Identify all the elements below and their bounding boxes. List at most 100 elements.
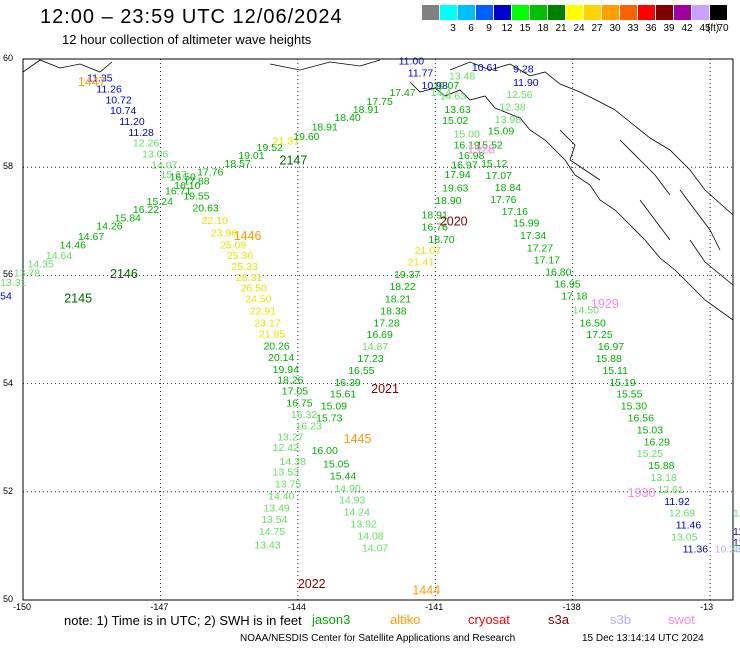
wave-height-value: 10.74 xyxy=(110,105,136,117)
wave-height-value: 17.75 xyxy=(367,96,393,108)
wave-height-value: 15.52 xyxy=(476,139,502,151)
wave-height-value: 24.50 xyxy=(245,293,271,305)
wave-height-value: 16.23 xyxy=(296,421,322,433)
wave-height-value: 14.46 xyxy=(60,239,86,251)
legend-swatch xyxy=(458,5,475,20)
wave-height-value: 18.91 xyxy=(353,104,379,116)
legend-label: 9 xyxy=(486,23,492,34)
wave-height-value: 20.63 xyxy=(192,203,218,215)
wave-height-value: 15.73 xyxy=(316,412,342,424)
map-frame xyxy=(22,58,734,601)
wave-height-value: 25.33 xyxy=(231,261,257,273)
wave-height-value: 20.14 xyxy=(268,352,294,364)
pass-time-label: 2147 xyxy=(280,153,308,167)
wave-height-value: 16.56 xyxy=(628,412,654,424)
wave-height-value: 15.88 xyxy=(648,460,674,472)
pass-time-label: 1446 xyxy=(234,229,262,243)
wave-height-value: 11.90 xyxy=(513,77,539,89)
wave-height-value: 15.61 xyxy=(330,389,356,401)
wave-height-value: 13.92 xyxy=(351,519,377,531)
legend-swatch xyxy=(602,5,619,20)
footer-note: note: 1) Time is in UTC; 2) SWH is in fe… xyxy=(64,613,302,628)
satellite-name: swot xyxy=(668,612,695,627)
wave-height-value: 16.19 xyxy=(454,139,480,151)
wave-height-value: 17.34 xyxy=(520,230,546,242)
footer-timestamp: 15 Dec 13:14:14 UTC 2024 xyxy=(582,633,704,644)
pass-time-label: 1447 xyxy=(78,75,106,89)
wave-height-value: 14.26 xyxy=(96,220,122,232)
wave-height-value: 17.23 xyxy=(357,353,383,365)
wave-height-value: 13.53 xyxy=(273,467,299,479)
wave-height-value: 15.12 xyxy=(481,158,507,170)
wave-height-value: 15.00 xyxy=(454,128,480,140)
wave-height-value: 13.31 xyxy=(0,277,26,289)
legend-swatch xyxy=(422,5,439,20)
wave-height-value: 15.84 xyxy=(115,212,141,224)
pass-time-label: 1929 xyxy=(591,297,619,311)
legend-swatch xyxy=(638,5,655,20)
wave-height-value: 11.26 xyxy=(96,84,122,96)
wave-height-value: 10.98 xyxy=(422,80,448,92)
wave-height-value: 12.69 xyxy=(669,508,695,520)
wave-height-value: 16.32 xyxy=(291,409,317,421)
satellite-name: jason3 xyxy=(312,612,351,627)
lat-label: 50 xyxy=(3,594,14,604)
wave-height-value: 13.43 xyxy=(254,540,280,552)
wave-height-value: 12.56 xyxy=(506,89,532,101)
legend-swatch xyxy=(674,5,691,20)
legend-swatch xyxy=(692,5,709,20)
wave-height-value: 22.10 xyxy=(202,215,228,227)
wave-height-value: 17.94 xyxy=(444,169,470,181)
map-title: 12:00 – 23:59 UTC 12/06/2024 xyxy=(40,6,343,28)
wave-height-value: 14.35 xyxy=(28,258,54,270)
wave-height-value: 16.95 xyxy=(554,278,580,290)
wave-height-value: 14.90 xyxy=(334,483,360,495)
wave-height-value: 18.26 xyxy=(277,375,303,387)
wave-height-value: 11.6 xyxy=(733,526,740,538)
legend-label: 15 xyxy=(519,23,531,34)
wave-height-value: 11.36 xyxy=(683,543,709,555)
wave-height-value: 21.31 xyxy=(273,135,299,147)
wave-height-value: 13.54 xyxy=(261,514,287,526)
wave-height-value: 17.27 xyxy=(527,243,553,255)
satellite-name: s3b xyxy=(610,612,631,627)
wave-height-value: 21.41 xyxy=(408,257,434,269)
legend-swatch xyxy=(476,5,493,20)
wave-height-value: 16.39 xyxy=(334,377,360,389)
wave-height-value: 15.67 xyxy=(160,169,186,181)
wave-height-value: 15.19 xyxy=(609,377,635,389)
wave-height-value: 18.90 xyxy=(435,195,461,207)
lat-label: 56 xyxy=(3,269,14,280)
wave-height-value: 19.63 xyxy=(442,183,468,195)
wave-height-value: 15.55 xyxy=(616,389,642,401)
wave-height-value: 15.09 xyxy=(321,401,347,413)
wave-height-value: 14.24 xyxy=(344,507,370,519)
wave-height-value: 12.42 xyxy=(273,442,299,454)
wave-height-value: 16.98 xyxy=(458,150,484,162)
legend-label: 24 xyxy=(573,23,585,34)
wave-height-value: 18.38 xyxy=(380,305,406,317)
coastline-islands xyxy=(559,129,734,286)
wave-height-value: 19.60 xyxy=(293,131,319,143)
wave-height-value: 11.54 xyxy=(0,291,12,303)
wave-height-value: 13.49 xyxy=(263,502,289,514)
wave-height-value: 23.17 xyxy=(254,317,280,329)
lat-label: 52 xyxy=(3,485,14,496)
wave-height-value: 12.26 xyxy=(133,138,159,150)
wave-height-value: 26.50 xyxy=(241,283,267,295)
wave-height-value: 15.25 xyxy=(637,448,663,460)
map-subtitle: 12 hour collection of altimeter wave hei… xyxy=(62,32,312,47)
pass-time-label: 2021 xyxy=(371,382,399,396)
satellite-name: cryosat xyxy=(468,612,510,627)
wave-height-value: 14.4 xyxy=(431,87,452,99)
wave-height-value: 11.20 xyxy=(119,116,145,128)
wave-height-value: 13.98 xyxy=(495,114,521,126)
wave-height-value: 19.55 xyxy=(183,191,209,203)
wave-height-value: 17.18 xyxy=(561,291,587,303)
wave-height-value: 14.63 xyxy=(440,91,466,103)
legend-label: 39 xyxy=(663,23,675,34)
wave-height-value: 16.00 xyxy=(312,445,338,457)
wave-height-value: 18.57 xyxy=(225,158,251,170)
wave-height-value: 21.85 xyxy=(259,329,285,341)
pass-time-label: 1930 xyxy=(628,486,656,500)
